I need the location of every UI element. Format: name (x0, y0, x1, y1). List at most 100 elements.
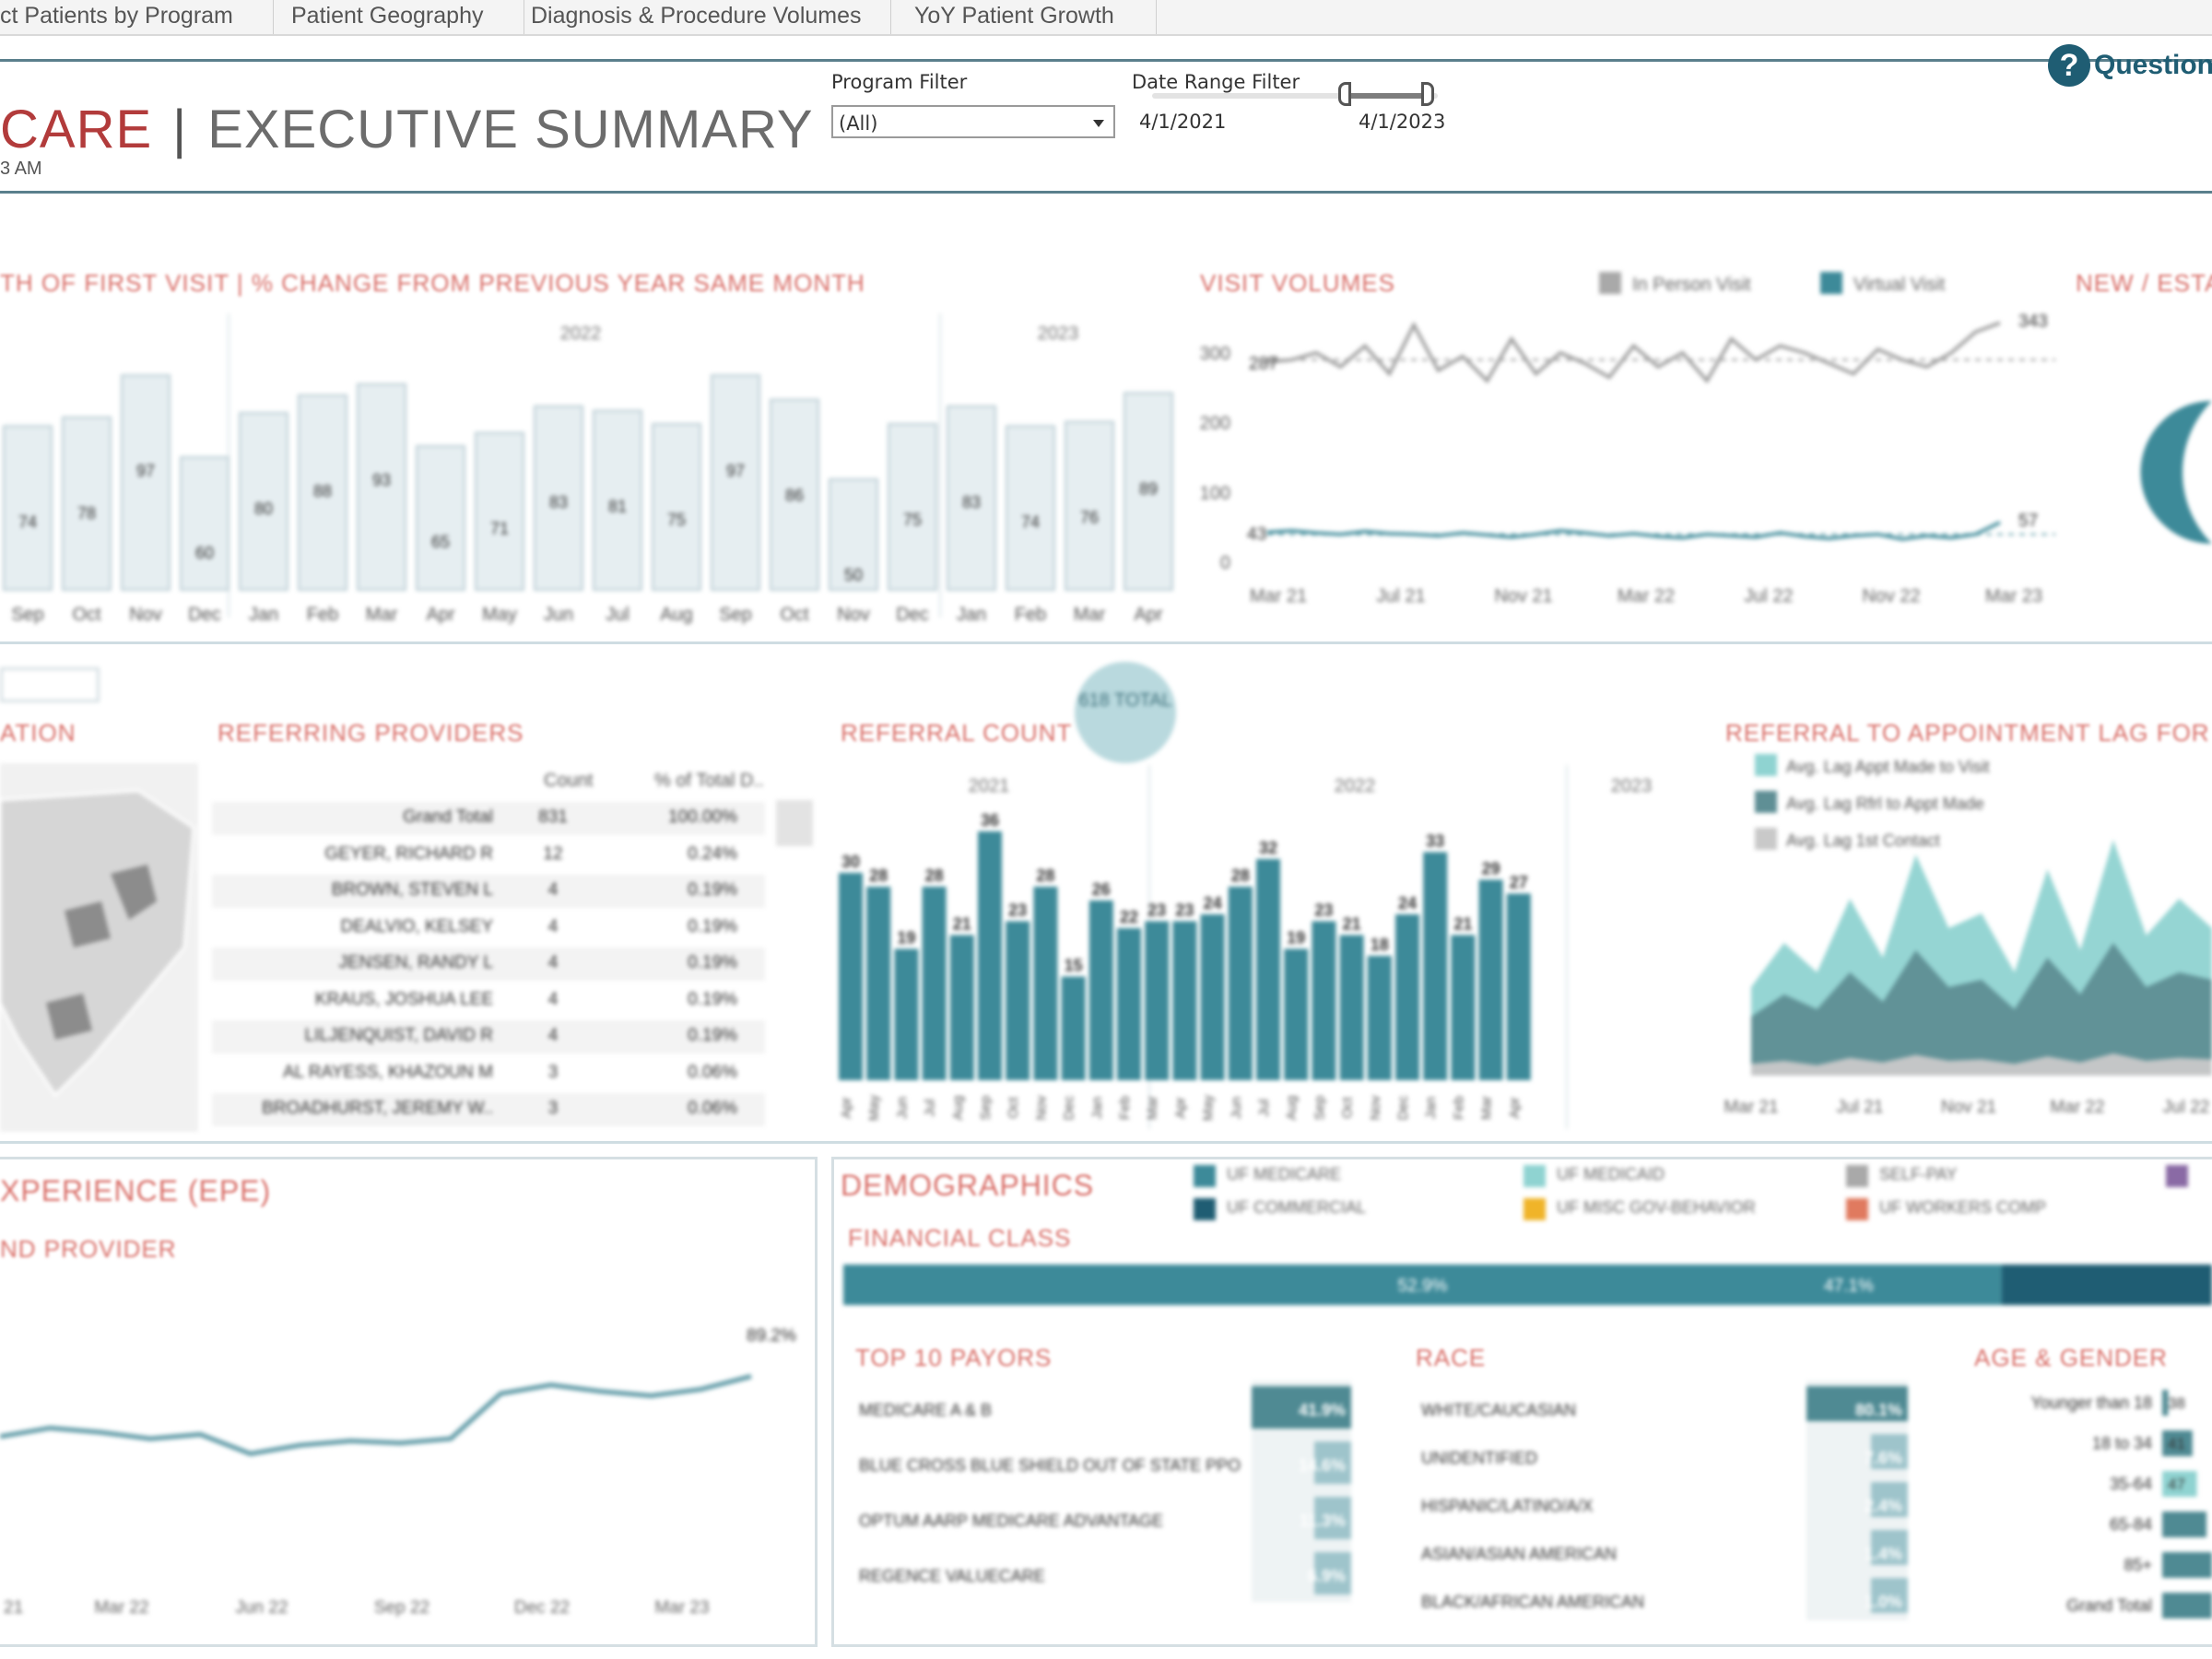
new-established-title: NEW / ESTAB (2076, 269, 2212, 297)
chevron-down-icon (1093, 120, 1104, 127)
visit-volumes-title: VISIT VOLUMES (1200, 269, 1395, 297)
provider-count: 4 (547, 1026, 559, 1045)
tab-patients-by-program[interactable]: ct Patients by Program (0, 0, 274, 34)
referral-month-label: Jun (1229, 1097, 1244, 1119)
legend-swatch (1194, 1198, 1216, 1220)
provider-percent: 0.06% (688, 1062, 737, 1082)
age-gender-title: AGE & GENDER (1974, 1344, 2168, 1371)
referral-bar-value: 24 (1398, 894, 1417, 912)
first-visit-month-label: Apr (1134, 605, 1162, 625)
financial-class-segment (843, 1265, 2002, 1305)
referral-bar-value: 29 (1482, 860, 1500, 878)
epe-line (0, 1373, 752, 1456)
race-label: BLACK/AFRICAN AMERICAN (1421, 1593, 1644, 1611)
program-filter-dropdown[interactable]: (All) (831, 105, 1115, 138)
date-range-start-handle[interactable] (1338, 82, 1351, 106)
tab-diagnosis-procedure[interactable]: Diagnosis & Procedure Volumes (514, 0, 891, 34)
age-value: 38 (2168, 1394, 2185, 1412)
referral-bar-value: 26 (1092, 880, 1111, 899)
first-visit-bar (593, 409, 642, 591)
first-visit-bar (1124, 392, 1173, 592)
x-tick-label: Dec 22 (514, 1598, 570, 1618)
question-circle-icon[interactable]: ? (2048, 44, 2090, 87)
tab-patient-geography[interactable]: Patient Geography (275, 0, 524, 34)
provider-percent: 0.19% (688, 1026, 737, 1045)
legend-swatch (1755, 754, 1777, 776)
financial-class-value: 52.9% (1398, 1277, 1448, 1296)
referring-providers-title: REFERRING PROVIDERS (218, 719, 524, 747)
first-visit-month-label: Feb (1015, 605, 1046, 625)
provider-count: 4 (547, 989, 559, 1009)
table-row (212, 1020, 765, 1053)
referral-bar (1033, 887, 1058, 1080)
x-tick-label: Nov 22 (1862, 586, 1920, 606)
referral-month-label: Apr (839, 1097, 854, 1118)
first-visit-bar (357, 382, 406, 591)
legend-swatch (1524, 1165, 1546, 1187)
referral-month-label: Dec (1395, 1095, 1411, 1120)
first-visit-month-label: Mar (1074, 605, 1106, 625)
date-range-slider[interactable] (1152, 93, 1438, 99)
referral-month-label: Sep (1312, 1096, 1327, 1121)
epe-end-label: 89.2% (747, 1326, 796, 1346)
payor-bar (1314, 1552, 1351, 1594)
referral-bar-value: 21 (953, 915, 971, 934)
first-visit-bar-value: 80 (254, 500, 273, 518)
first-visit-bar (947, 405, 996, 591)
race-value: 2.4% (1865, 1497, 1902, 1515)
legend-label: Avg. Lag 1st Contact (1786, 831, 1940, 850)
financial-class-segment (2001, 1265, 2212, 1305)
tab-yoy-growth[interactable]: YoY Patient Growth (898, 0, 1157, 34)
date-range-end-handle[interactable] (1421, 82, 1434, 106)
race-bar (1871, 1482, 1908, 1517)
patient-location-map (0, 763, 198, 1132)
x-tick-label: Mar 22 (1618, 586, 1675, 606)
demographics-panel (831, 1157, 2212, 1647)
referral-month-label: Oct (1006, 1097, 1021, 1119)
x-tick-label: Jul 21 (1837, 1098, 1884, 1117)
year-label: 2022 (560, 324, 602, 344)
provider-name: JENSEN, RANDY L (338, 953, 493, 972)
page-title: CARE | EXECUTIVE SUMMARY (0, 99, 814, 160)
referral-bar-value: 21 (1343, 915, 1361, 934)
demographics-title: DEMOGRAPHICS (841, 1169, 1095, 1202)
race-value: 1.4% (1865, 1545, 1902, 1563)
x-tick-label: Mar 22 (94, 1598, 148, 1618)
visit-volumes-line-chart: In Person Visit Virtual Visit 0 100 200 300 28… (1200, 272, 2055, 606)
title-executive-summary: EXECUTIVE SUMMARY (207, 100, 814, 159)
age-label: 18 to 34 (2092, 1434, 2152, 1453)
legend-label: SELF-PAY (1879, 1165, 1958, 1183)
provider-count: 3 (547, 1062, 559, 1082)
referral-count-bar-chart: 2021 2022 2023 30 Apr 28 May 19 Jun 28 Jul 21 Aug 36 S… (839, 765, 1652, 1129)
first-visit-bar (121, 374, 171, 591)
payor-value: 41.9% (1299, 1401, 1346, 1419)
first-visit-bar-value: 97 (726, 462, 745, 480)
provider-percent: 100.00% (667, 807, 737, 827)
referral-bar-value: 15 (1065, 957, 1083, 975)
provider-percent: 0.19% (688, 916, 737, 936)
provider-percent: 0.24% (688, 843, 737, 864)
table-row (212, 875, 765, 908)
financial-class-title: FINANCIAL CLASS (848, 1224, 1072, 1252)
age-bar (2162, 1390, 2169, 1416)
refresh-timestamp: 3 AM (0, 159, 42, 179)
referral-bar (1284, 948, 1309, 1080)
payor-label: REGENCE VALUECARE (859, 1567, 1045, 1585)
referral-month-label: Feb (1117, 1096, 1133, 1120)
legend-label: UF WORKERS COMP (1879, 1198, 2047, 1217)
lag-area (1751, 943, 2212, 1076)
first-visit-month-label: Jul (606, 605, 629, 625)
title-separator: | (172, 100, 188, 159)
questions-link[interactable]: Questions (2094, 50, 2212, 80)
financial-class-legend: UF MEDICARE UF MEDICAID SELF-PAY UF COMMERC… (1194, 1165, 2212, 1230)
race-bar (1871, 1434, 1908, 1469)
location-dropdown[interactable] (0, 667, 100, 702)
first-visit-bar (298, 394, 347, 591)
first-visit-bar (888, 423, 937, 591)
referral-month-label: Jan (1423, 1097, 1439, 1119)
referral-bar (978, 831, 1002, 1080)
first-visit-month-label: Sep (11, 605, 44, 625)
table-row (212, 838, 765, 872)
first-visit-month-label: May (482, 605, 517, 625)
referral-bar (866, 887, 891, 1080)
